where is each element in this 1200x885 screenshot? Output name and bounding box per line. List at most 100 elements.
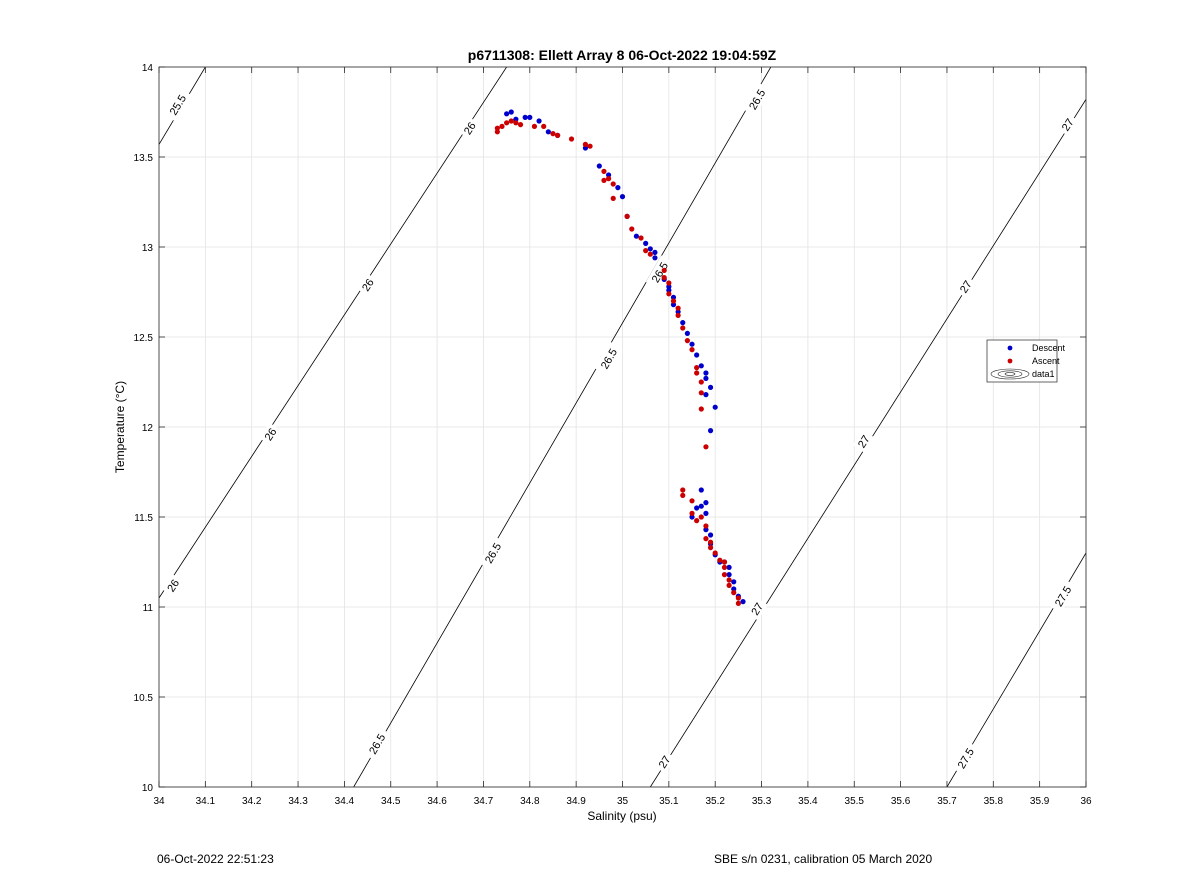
ascent-point [698,390,704,396]
x-tick-label: 34.8 [520,796,540,807]
ascent-point [499,123,505,129]
ascent-point [587,143,593,149]
descent-point [689,341,695,347]
ascent-point [494,125,500,131]
ascent-point [698,514,704,520]
ascent-point [504,120,510,126]
descent-point [666,284,672,290]
contour-line-26-5 [353,67,772,787]
ascent-point [689,510,695,516]
descent-point [712,404,718,410]
ascent-point [610,195,616,201]
x-tick-label: 34.2 [242,796,262,807]
ascent-point [601,168,607,174]
ascent-point [698,379,704,385]
contour-label: 26 [360,277,377,294]
legend-label-data1: data1 [1032,369,1055,379]
x-tick-label: 34.6 [427,796,447,807]
ascent-point [661,275,667,281]
ascent-point [684,338,690,344]
ascent-point [601,177,607,183]
footer-timestamp: 06-Oct-2022 22:51:23 [157,852,274,866]
ascent-point [508,118,514,124]
contour-label-bg [458,116,481,140]
legend-marker-ascent [1007,358,1013,364]
x-tick-label: 34.3 [288,796,308,807]
descent-point [703,392,709,398]
ascent-point [712,550,718,556]
descent-point [694,505,700,511]
data-points [494,109,746,607]
descent-point [684,330,690,336]
descent-point [740,599,746,605]
legend-label-descent: Descent [1032,343,1066,353]
ascent-point [629,226,635,232]
x-tick-label: 35.4 [798,796,818,807]
descent-point [527,114,533,120]
descent-point [707,384,714,390]
descent-point [647,246,653,252]
descent-point [694,352,700,358]
descent-point [513,116,519,122]
ascent-point [707,545,714,551]
contour-line-26 [159,67,507,599]
footer-calibration-note: SBE s/n 0231, calibration 05 March 2020 [714,852,933,866]
descent-point [670,302,677,308]
x-tick-label: 35.5 [845,796,865,807]
y-tick-label: 13.5 [134,153,154,164]
x-tick-label: 35.6 [891,796,911,807]
descent-point [504,111,510,117]
descent-point [689,514,695,520]
descent-point [703,500,709,506]
ascent-point [703,444,709,450]
ascent-point [694,518,700,524]
contour-label-bg [645,255,674,290]
x-axis-ticks: 34 34.1 34.2 34.3 34.4 34.5 34.6 34.7 34.8 34.9 35… [153,67,1092,807]
x-tick-label: 35.1 [659,796,679,807]
ascent-point [735,600,741,607]
descent-point [731,586,737,592]
ascent-point [689,498,695,504]
contour-label-bg [478,536,507,570]
ascent-point [703,523,709,529]
ascent-point [694,365,700,371]
x-tick-label: 36 [1080,796,1092,807]
descent-point [698,487,704,493]
y-tick-label: 11.5 [134,513,153,524]
ascent-point [666,280,672,286]
ascent-point [694,370,700,376]
descent-point [707,532,714,538]
descent-point [731,579,737,585]
ascent-point [555,132,561,138]
contour-label: 26 [263,426,280,443]
x-tick-label: 35.8 [984,796,1004,807]
ascent-point [735,595,741,601]
ascent-point [680,487,686,493]
descent-point [605,172,612,178]
y-tick-label: 12.5 [134,333,154,344]
x-tick-label: 35.7 [937,796,957,807]
descent-point [726,572,732,578]
x-tick-label: 34.5 [381,796,401,807]
descent-point [522,114,528,120]
ascent-point [721,572,728,578]
ascent-point [670,298,677,304]
ascent-point [517,122,524,128]
ascent-point [698,406,704,412]
ascent-point [680,325,686,331]
y-axis-label: Temperature (°C) [113,381,127,473]
descent-point [670,294,677,300]
contour-label-bg [259,422,282,446]
descent-point [545,129,551,135]
y-tick-label: 10 [142,783,154,794]
ascent-point [721,564,728,571]
y-tick-label: 12 [142,423,154,434]
contour-label: 27 [1060,117,1077,134]
descent-point [633,233,640,239]
descent-point [707,428,714,434]
ascent-point [647,251,653,257]
ascent-point [541,123,547,129]
ascent-point [494,129,500,135]
descent-point [643,240,649,246]
